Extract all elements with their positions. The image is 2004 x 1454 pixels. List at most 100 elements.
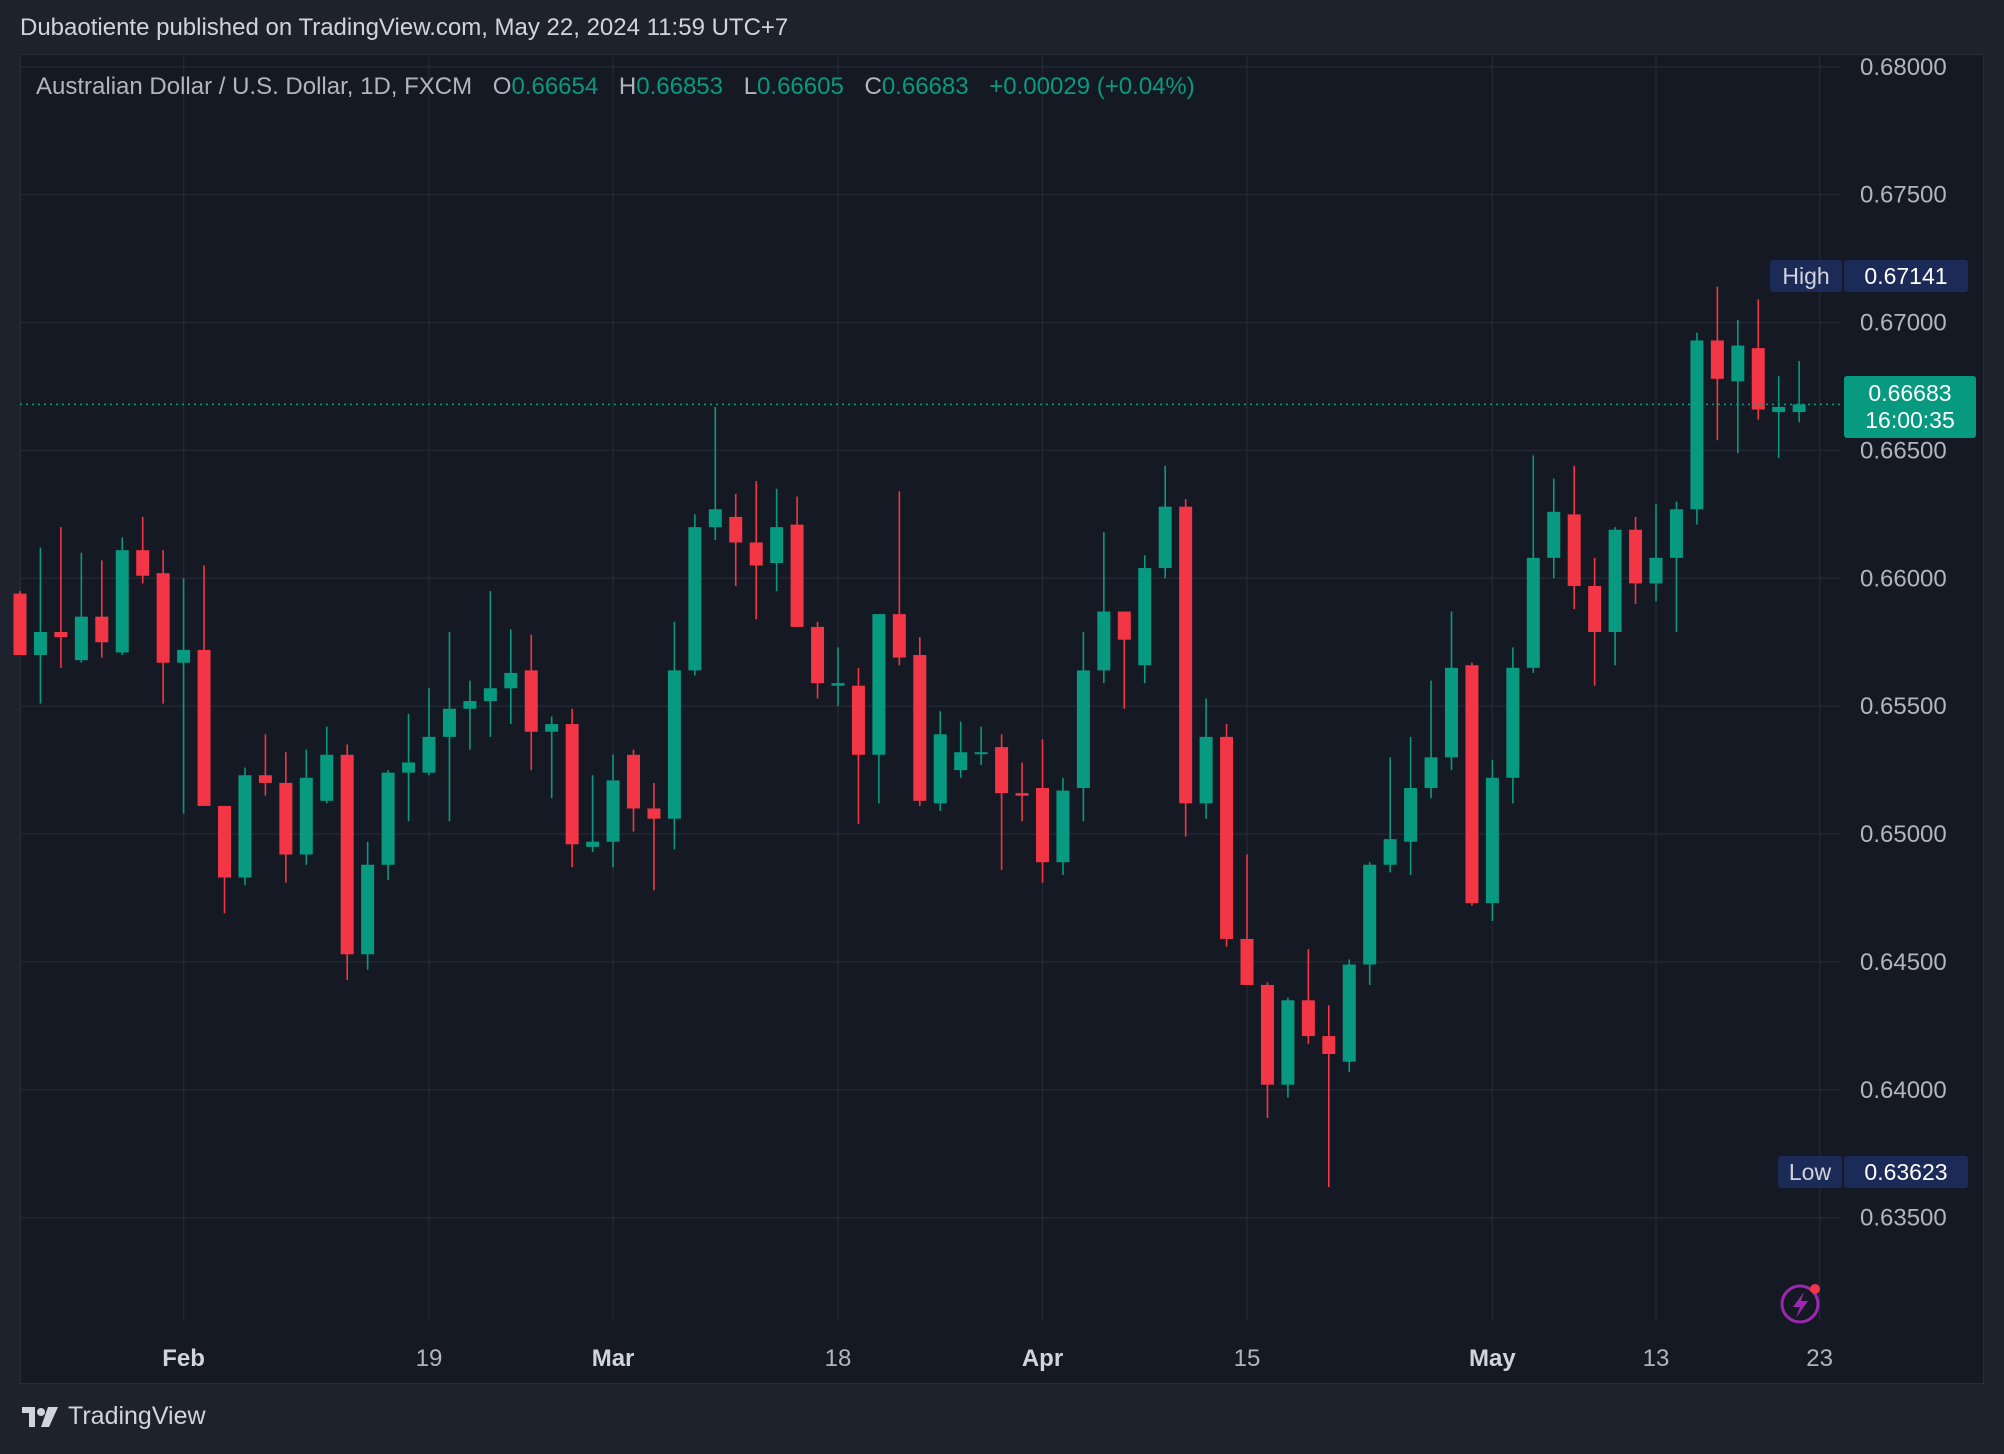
candle-body xyxy=(1179,506,1193,804)
candle xyxy=(136,516,150,584)
candle xyxy=(1792,360,1806,423)
candle xyxy=(1363,862,1377,985)
candle-body xyxy=(1158,506,1172,569)
candle xyxy=(1322,1005,1336,1188)
footer-brand[interactable]: TradingView xyxy=(20,1402,206,1431)
candle-body xyxy=(156,573,170,663)
candle-body xyxy=(974,752,988,755)
candle xyxy=(729,493,743,586)
grid-lines xyxy=(20,54,1840,1320)
candle-body xyxy=(1506,667,1520,778)
candle-body xyxy=(913,655,927,801)
candle xyxy=(1567,465,1581,609)
time-tick-label: 18 xyxy=(825,1345,852,1372)
candle-body xyxy=(1260,984,1274,1085)
candle-body xyxy=(340,754,354,955)
candle xyxy=(1281,997,1295,1098)
candle xyxy=(1220,724,1234,947)
candle xyxy=(1015,762,1029,822)
candle-body xyxy=(279,782,293,855)
candle xyxy=(1301,949,1315,1044)
lightning-icon[interactable] xyxy=(1780,1284,1820,1324)
low-label: Low xyxy=(1789,1159,1832,1185)
candle-body xyxy=(995,747,1009,794)
candle-body xyxy=(54,632,68,638)
candle-body xyxy=(586,841,600,847)
candle xyxy=(483,591,497,737)
time-tick-label: Apr xyxy=(1022,1345,1063,1372)
low-value: 0.66605 xyxy=(757,73,844,100)
candle-body xyxy=(1301,1000,1315,1037)
candle-body xyxy=(381,772,395,865)
candle-body xyxy=(1138,568,1152,666)
candle xyxy=(851,667,865,824)
candle-body xyxy=(1792,404,1806,413)
candle-body xyxy=(1363,864,1377,965)
candle-body xyxy=(770,527,784,563)
candle xyxy=(811,621,825,699)
low-marker: Low 0.63623 xyxy=(1778,1156,1968,1188)
candle xyxy=(545,716,559,799)
candle xyxy=(299,749,313,865)
candle xyxy=(688,514,702,676)
open-label: O xyxy=(493,73,512,100)
candle xyxy=(402,713,416,822)
candle xyxy=(1138,555,1152,684)
candle-body xyxy=(95,616,109,643)
candle xyxy=(1588,557,1602,686)
candle-body xyxy=(954,752,968,771)
high-marker: High 0.67141 xyxy=(1770,260,1968,292)
candle xyxy=(1547,478,1561,579)
candle-body xyxy=(136,550,150,576)
price-tick-label: 0.66000 xyxy=(1860,565,1947,592)
candle xyxy=(1240,854,1254,985)
candle xyxy=(933,711,947,812)
price-tick-label: 0.68000 xyxy=(1860,54,1947,81)
change-value: +0.00029 (+0.04%) xyxy=(989,73,1195,100)
candle-body xyxy=(361,864,375,955)
time-tick-label: Mar xyxy=(592,1345,635,1372)
candle xyxy=(790,496,804,627)
candle-body xyxy=(1588,585,1602,633)
candle xyxy=(218,805,231,914)
candle-body xyxy=(258,775,272,783)
candle xyxy=(381,770,395,881)
candle-body xyxy=(1772,406,1786,413)
candle xyxy=(913,637,927,806)
candle-body xyxy=(1342,964,1356,1062)
time-tick-label: 13 xyxy=(1643,1345,1670,1372)
candle-body xyxy=(933,734,947,804)
candle-body xyxy=(299,777,313,855)
candle-body xyxy=(1056,790,1070,863)
time-tick-label: 15 xyxy=(1234,1345,1261,1372)
candle-body xyxy=(442,708,456,737)
candle xyxy=(749,481,763,620)
candle xyxy=(708,406,722,540)
low-label: L xyxy=(744,73,757,100)
candle xyxy=(1465,662,1479,906)
candle-body xyxy=(647,808,661,819)
high-label-bg xyxy=(1770,260,1842,292)
high-label: High xyxy=(1782,263,1829,289)
candle xyxy=(1649,504,1663,602)
candle xyxy=(1036,739,1049,883)
candle-body xyxy=(545,724,559,732)
candle-body xyxy=(749,542,763,566)
candle xyxy=(1526,455,1540,673)
candle xyxy=(1506,647,1520,804)
candle xyxy=(320,726,334,804)
candle-body xyxy=(667,670,681,819)
candle-body xyxy=(1076,670,1090,789)
open-value: 0.66654 xyxy=(511,73,598,100)
candle xyxy=(1158,465,1172,579)
low-value: 0.63623 xyxy=(1864,1159,1947,1185)
price-tick-label: 0.64500 xyxy=(1860,949,1947,976)
candle-body xyxy=(729,516,743,543)
candle xyxy=(1608,527,1622,666)
time-tick-label: 23 xyxy=(1806,1345,1833,1372)
candle-body xyxy=(1669,509,1683,558)
candle-body xyxy=(504,672,518,689)
candle xyxy=(258,734,272,796)
candle-body xyxy=(1240,938,1254,985)
